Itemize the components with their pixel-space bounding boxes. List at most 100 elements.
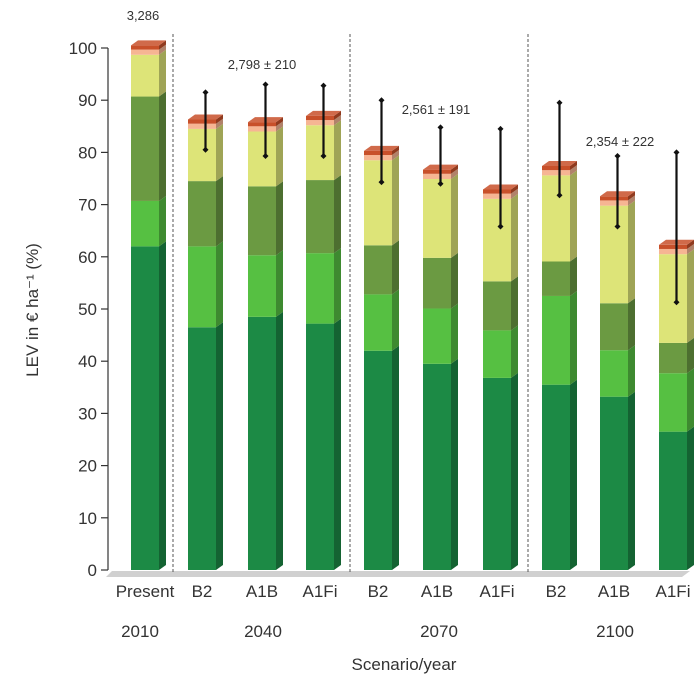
- bar-segment-front: [483, 198, 511, 282]
- bar-segment-side: [687, 426, 694, 570]
- bar-segment-side: [451, 174, 458, 258]
- x-category-label: Present: [116, 582, 175, 601]
- bars-layer: [131, 40, 694, 571]
- bar-segment-front: [248, 122, 276, 127]
- y-tick-label: 40: [78, 352, 97, 371]
- bar-segment-front: [423, 169, 451, 174]
- bar-segment-front: [364, 150, 392, 156]
- bar-segment-side: [276, 311, 283, 570]
- error-bars-layer: [202, 81, 680, 306]
- bar-segment-front: [659, 254, 687, 343]
- bar-segment-side: [334, 115, 341, 126]
- x-category-label: B2: [368, 582, 389, 601]
- bar-segment-front: [188, 119, 216, 124]
- bar-segment-front: [131, 54, 159, 97]
- x-category-label: A1Fi: [303, 582, 338, 601]
- y-tick-label: 60: [78, 248, 97, 267]
- bar-annotation: 2,798 ± 210: [228, 57, 297, 72]
- bar-segment-front: [306, 253, 334, 324]
- bar-segment-front: [542, 261, 570, 296]
- error-bar-cap-bottom: [614, 223, 621, 230]
- bar-segment-front: [423, 308, 451, 364]
- bar-segment-front: [306, 323, 334, 570]
- error-bar-cap-top: [673, 149, 680, 156]
- error-bar-cap-top: [497, 125, 504, 132]
- bar-segment-side: [276, 181, 283, 256]
- error-bar-cap-bottom: [378, 179, 385, 186]
- bar-segment-side: [392, 145, 399, 156]
- bar-segment-front: [600, 205, 628, 304]
- bar-segment-front: [364, 294, 392, 351]
- error-bar-cap-top: [614, 153, 621, 160]
- bar-segment-front: [542, 384, 570, 570]
- bar-segment-front: [306, 120, 334, 126]
- x-category-label: B2: [546, 582, 567, 601]
- bar-segment-side: [687, 239, 694, 249]
- error-bar-cap-bottom: [437, 180, 444, 187]
- bar-top-cap: [131, 40, 166, 46]
- bar-segment-front: [248, 186, 276, 256]
- x-category-label: B2: [192, 582, 213, 601]
- bar-segment-side: [451, 303, 458, 364]
- bar-segment-side: [216, 114, 223, 124]
- bar-segment-front: [483, 330, 511, 378]
- error-bar-cap-top: [262, 81, 269, 88]
- bar-segment-front: [423, 179, 451, 258]
- bar-segment-front: [131, 200, 159, 247]
- bar-segment-front: [306, 115, 334, 121]
- bar-segment-side: [570, 165, 577, 176]
- bar-segment-front: [364, 350, 392, 570]
- bar-segment-side: [570, 170, 577, 262]
- bar-segment-side: [451, 358, 458, 570]
- bar-segment-side: [392, 345, 399, 570]
- bar-segment-front: [483, 189, 511, 194]
- y-tick-label: 80: [78, 143, 97, 162]
- bar-segment-side: [451, 168, 458, 180]
- bar-segment-front: [600, 396, 628, 570]
- bar-segment-side: [628, 195, 635, 206]
- bar-segment-side: [392, 289, 399, 351]
- bar-segment-front: [600, 200, 628, 206]
- bar-segment-side: [511, 188, 518, 199]
- bar-segment-front: [188, 327, 216, 570]
- bar-segment-front: [364, 155, 392, 161]
- bar-segment-front: [659, 248, 687, 255]
- y-axis: 0 10 20 30 40 50 60 70 80 90 100: [69, 39, 109, 580]
- error-bar-cap-bottom: [497, 223, 504, 230]
- bar-segment-front: [248, 255, 276, 317]
- bar-segment-side: [511, 193, 518, 282]
- bar-segment-side: [687, 337, 694, 374]
- bar-segment-side: [687, 243, 694, 255]
- bar-segment-side: [334, 120, 341, 181]
- bar-segment-side: [628, 298, 635, 351]
- bar-segment-front: [248, 316, 276, 570]
- bar-segment-side: [687, 368, 694, 432]
- bar-segment-front: [423, 257, 451, 309]
- error-bar-cap-bottom: [262, 153, 269, 160]
- bar-segment-front: [364, 245, 392, 295]
- bar-segment-side: [159, 49, 166, 97]
- error-bar-cap-top: [556, 99, 563, 106]
- bar-segment-side: [451, 164, 458, 174]
- bar-annotation: 3,286: [127, 8, 160, 23]
- bar-segment-front: [131, 49, 159, 55]
- bar-segment-side: [687, 249, 694, 343]
- bar-segment-front: [131, 45, 159, 50]
- x-group-label: 2010: [121, 622, 159, 641]
- bar-segment-front: [188, 128, 216, 182]
- x-group-label: 2070: [420, 622, 458, 641]
- error-bar-cap-top: [437, 124, 444, 131]
- bar-segment-side: [159, 44, 166, 55]
- bar-segment-side: [392, 240, 399, 295]
- y-tick-label: 50: [78, 300, 97, 319]
- bar-segment-side: [628, 200, 635, 304]
- bar-segment-side: [216, 176, 223, 247]
- x-group-label: 2100: [596, 622, 634, 641]
- bar-segment-side: [159, 195, 166, 247]
- bar-segment-side: [216, 118, 223, 129]
- y-tick-label: 20: [78, 457, 97, 476]
- bar-segment-front: [248, 131, 276, 187]
- group-dividers: [106, 34, 690, 577]
- x-axis-label: Scenario/year: [352, 655, 457, 674]
